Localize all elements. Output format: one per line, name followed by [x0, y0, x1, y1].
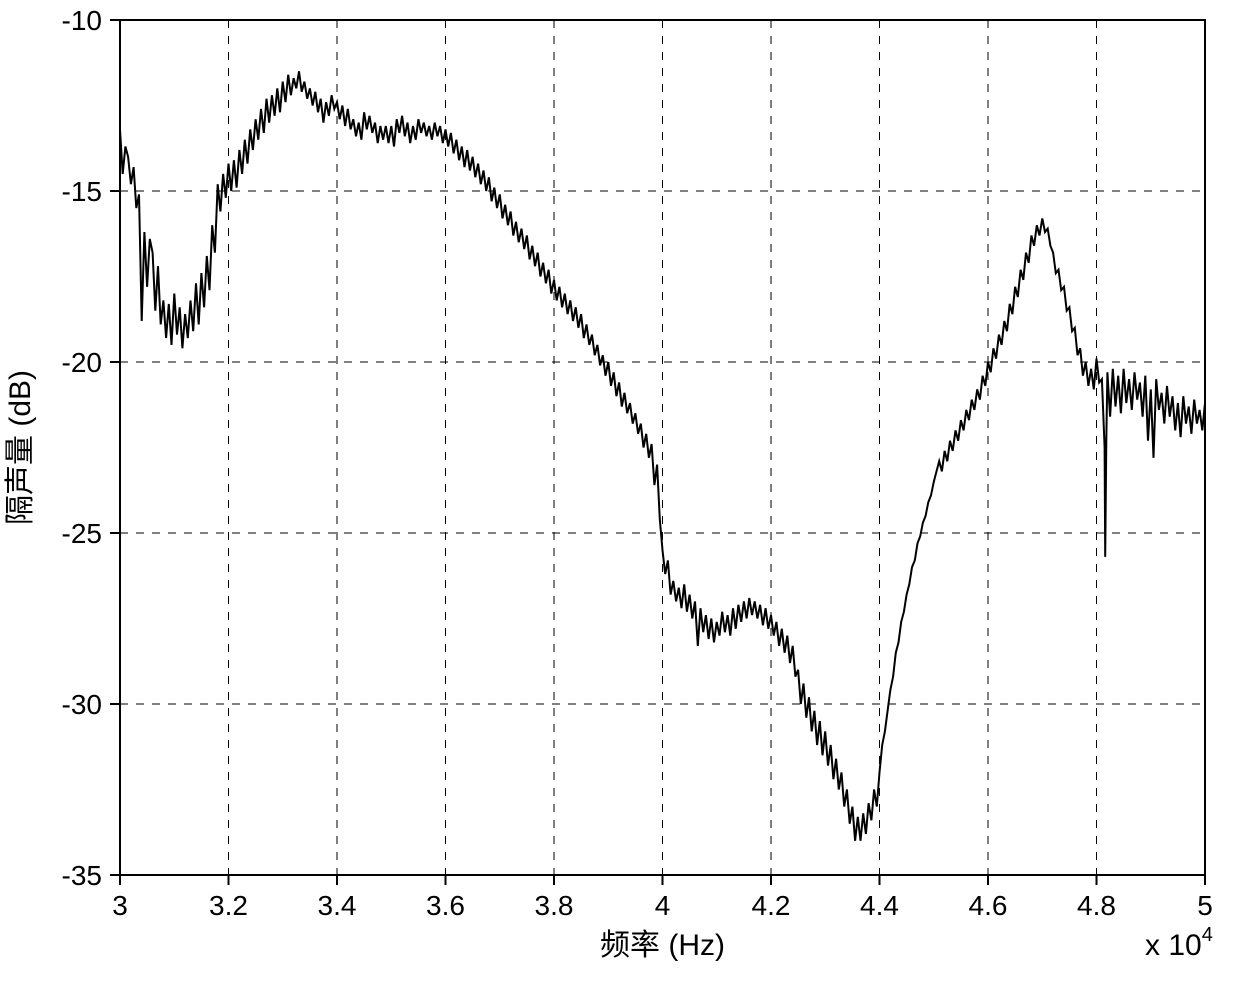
x-tick-label: 4 [655, 890, 671, 921]
x-tick-label: 4.6 [969, 890, 1008, 921]
y-tick-label: -30 [62, 689, 102, 720]
y-tick-label: -25 [62, 518, 102, 549]
y-tick-label: -15 [62, 176, 102, 207]
x-tick-label: 4.4 [860, 890, 899, 921]
x-tick-label: 4.8 [1077, 890, 1116, 921]
x-exponent-label: x 104 [1145, 924, 1213, 962]
y-tick-label: -20 [62, 347, 102, 378]
y-tick-label: -10 [62, 5, 102, 36]
x-axis-label: 频率 (Hz) [600, 929, 725, 962]
x-tick-label: 3.8 [535, 890, 574, 921]
chart-svg: 3 3.2 3.4 3.6 3.8 4 4.2 4.4 4.6 4.8 5 -35 -30 -25 -20 -… [0, 0, 1240, 990]
x-tick-label: 3.2 [209, 890, 248, 921]
x-tick-label: 3.4 [318, 890, 357, 921]
y-tick-label: -35 [62, 860, 102, 891]
x-tick-label: 4.2 [752, 890, 791, 921]
x-tick-label: 3 [112, 890, 128, 921]
y-axis-label: 隔声量 (dB) [4, 370, 37, 525]
chart-container: 3 3.2 3.4 3.6 3.8 4 4.2 4.4 4.6 4.8 5 -35 -30 -25 -20 -… [0, 0, 1240, 990]
x-tick-label: 5 [1197, 890, 1213, 921]
x-tick-label: 3.6 [426, 890, 465, 921]
